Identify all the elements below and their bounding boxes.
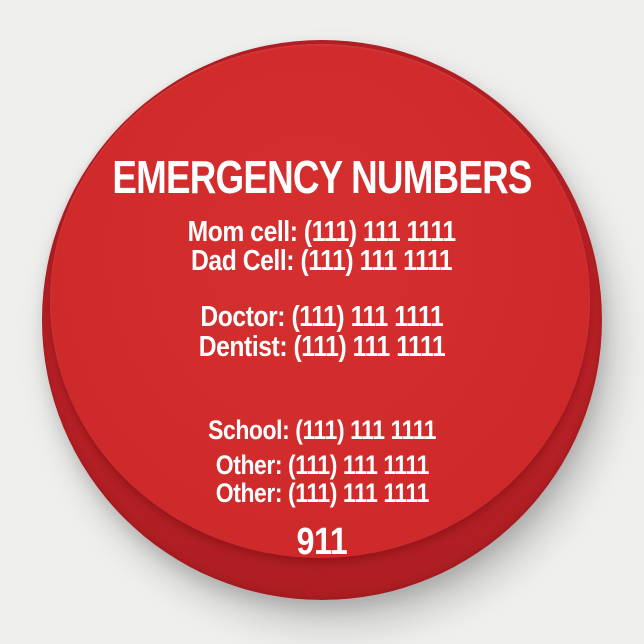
magnet-face bbox=[50, 44, 590, 558]
emergency-numbers-magnet bbox=[42, 40, 602, 600]
